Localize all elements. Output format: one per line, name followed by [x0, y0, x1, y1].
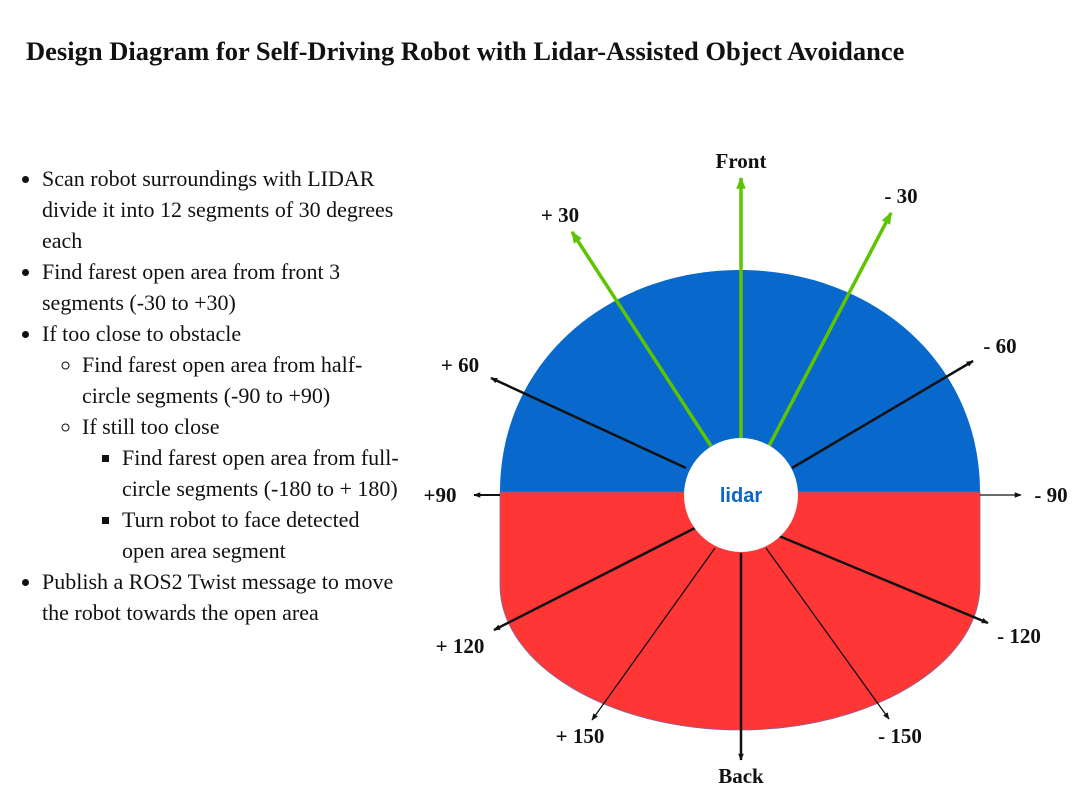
notes-list: Scan robot surroundings with LIDAR divid… — [0, 163, 400, 628]
plus-150-arrow — [591, 547, 716, 721]
list-item: Publish a ROS2 Twist message to move the… — [42, 566, 400, 628]
label-minus-150: - 150 — [878, 724, 922, 748]
list-item-text: If too close to obstacle — [42, 321, 242, 346]
minus-120-arrow — [778, 534, 989, 625]
lidar-label: lidar — [720, 485, 762, 507]
label-plus-30: + 30 — [541, 203, 579, 227]
label-plus-120: + 120 — [436, 634, 485, 658]
sub-list-item: Find farest open area from half-circle s… — [82, 349, 400, 411]
list-item: Find farest open area from front 3 segme… — [42, 256, 400, 318]
lidar-sensor — [684, 438, 798, 552]
label-plus-60: + 60 — [441, 353, 479, 377]
sub-list-item: If still too close Find farest open area… — [82, 411, 400, 566]
list-item: Scan robot surroundings with LIDAR divid… — [42, 163, 400, 256]
label-minus-90: - 90 — [1034, 483, 1067, 507]
minus-30-arrow — [767, 211, 893, 447]
algorithm-notes: Scan robot surroundings with LIDAR divid… — [0, 163, 400, 738]
sub-sub-list-item: Turn robot to face detected open area se… — [122, 504, 400, 566]
minus-150-arrow — [765, 547, 890, 720]
label-plus-90: +90 — [424, 483, 457, 507]
label-plus-150: + 150 — [556, 724, 605, 748]
label-minus-120: - 120 — [997, 624, 1041, 648]
label-back: Back — [718, 764, 764, 788]
sub-sub-list: Find farest open area from full-circle s… — [82, 442, 400, 566]
sub-list-item-text: If still too close — [82, 414, 220, 439]
sub-list: Find farest open area from half-circle s… — [42, 349, 400, 566]
label-minus-60: - 60 — [983, 334, 1016, 358]
label-front: Front — [716, 149, 767, 173]
minus-60-arrow — [791, 359, 974, 470]
list-item: If too close to obstacle Find farest ope… — [42, 318, 400, 566]
plus-120-arrow — [493, 526, 696, 632]
plus-30-arrow — [570, 230, 713, 447]
plus-60-arrow — [490, 376, 687, 470]
page-title: Design Diagram for Self-Driving Robot wi… — [26, 36, 905, 66]
label-minus-30: - 30 — [884, 184, 917, 208]
sub-sub-list-item: Find farest open area from full-circle s… — [122, 442, 400, 504]
